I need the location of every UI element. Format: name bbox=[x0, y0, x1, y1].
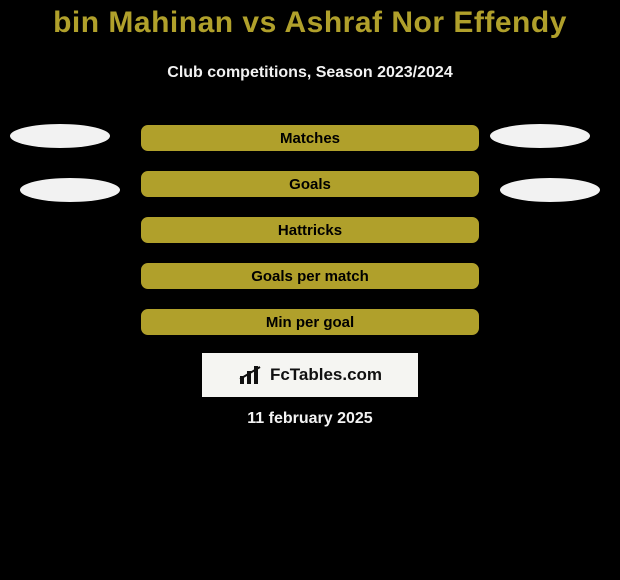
stat-bar: Hattricks bbox=[140, 216, 480, 244]
stat-bar-label: Min per goal bbox=[266, 314, 354, 331]
stat-bar: Goals bbox=[140, 170, 480, 198]
value-ellipse bbox=[10, 124, 110, 148]
bar-chart-icon bbox=[238, 364, 266, 386]
value-ellipse bbox=[500, 178, 600, 202]
value-ellipse bbox=[20, 178, 120, 202]
fctables-logo: FcTables.com bbox=[202, 353, 418, 397]
stat-bar: Min per goal bbox=[140, 308, 480, 336]
stat-bar: Goals per match bbox=[140, 262, 480, 290]
stat-bar-label: Goals per match bbox=[251, 268, 369, 285]
stat-bar-label: Hattricks bbox=[278, 222, 342, 239]
logo-text: FcTables.com bbox=[270, 365, 382, 385]
snapshot-date: 11 february 2025 bbox=[0, 410, 620, 428]
value-ellipse bbox=[490, 124, 590, 148]
comparison-subtitle: Club competitions, Season 2023/2024 bbox=[0, 64, 620, 82]
stat-bar-label: Matches bbox=[280, 130, 340, 147]
comparison-title: bin Mahinan vs Ashraf Nor Effendy bbox=[0, 6, 620, 40]
stat-bar: Matches bbox=[140, 124, 480, 152]
stat-bar-label: Goals bbox=[289, 176, 331, 193]
